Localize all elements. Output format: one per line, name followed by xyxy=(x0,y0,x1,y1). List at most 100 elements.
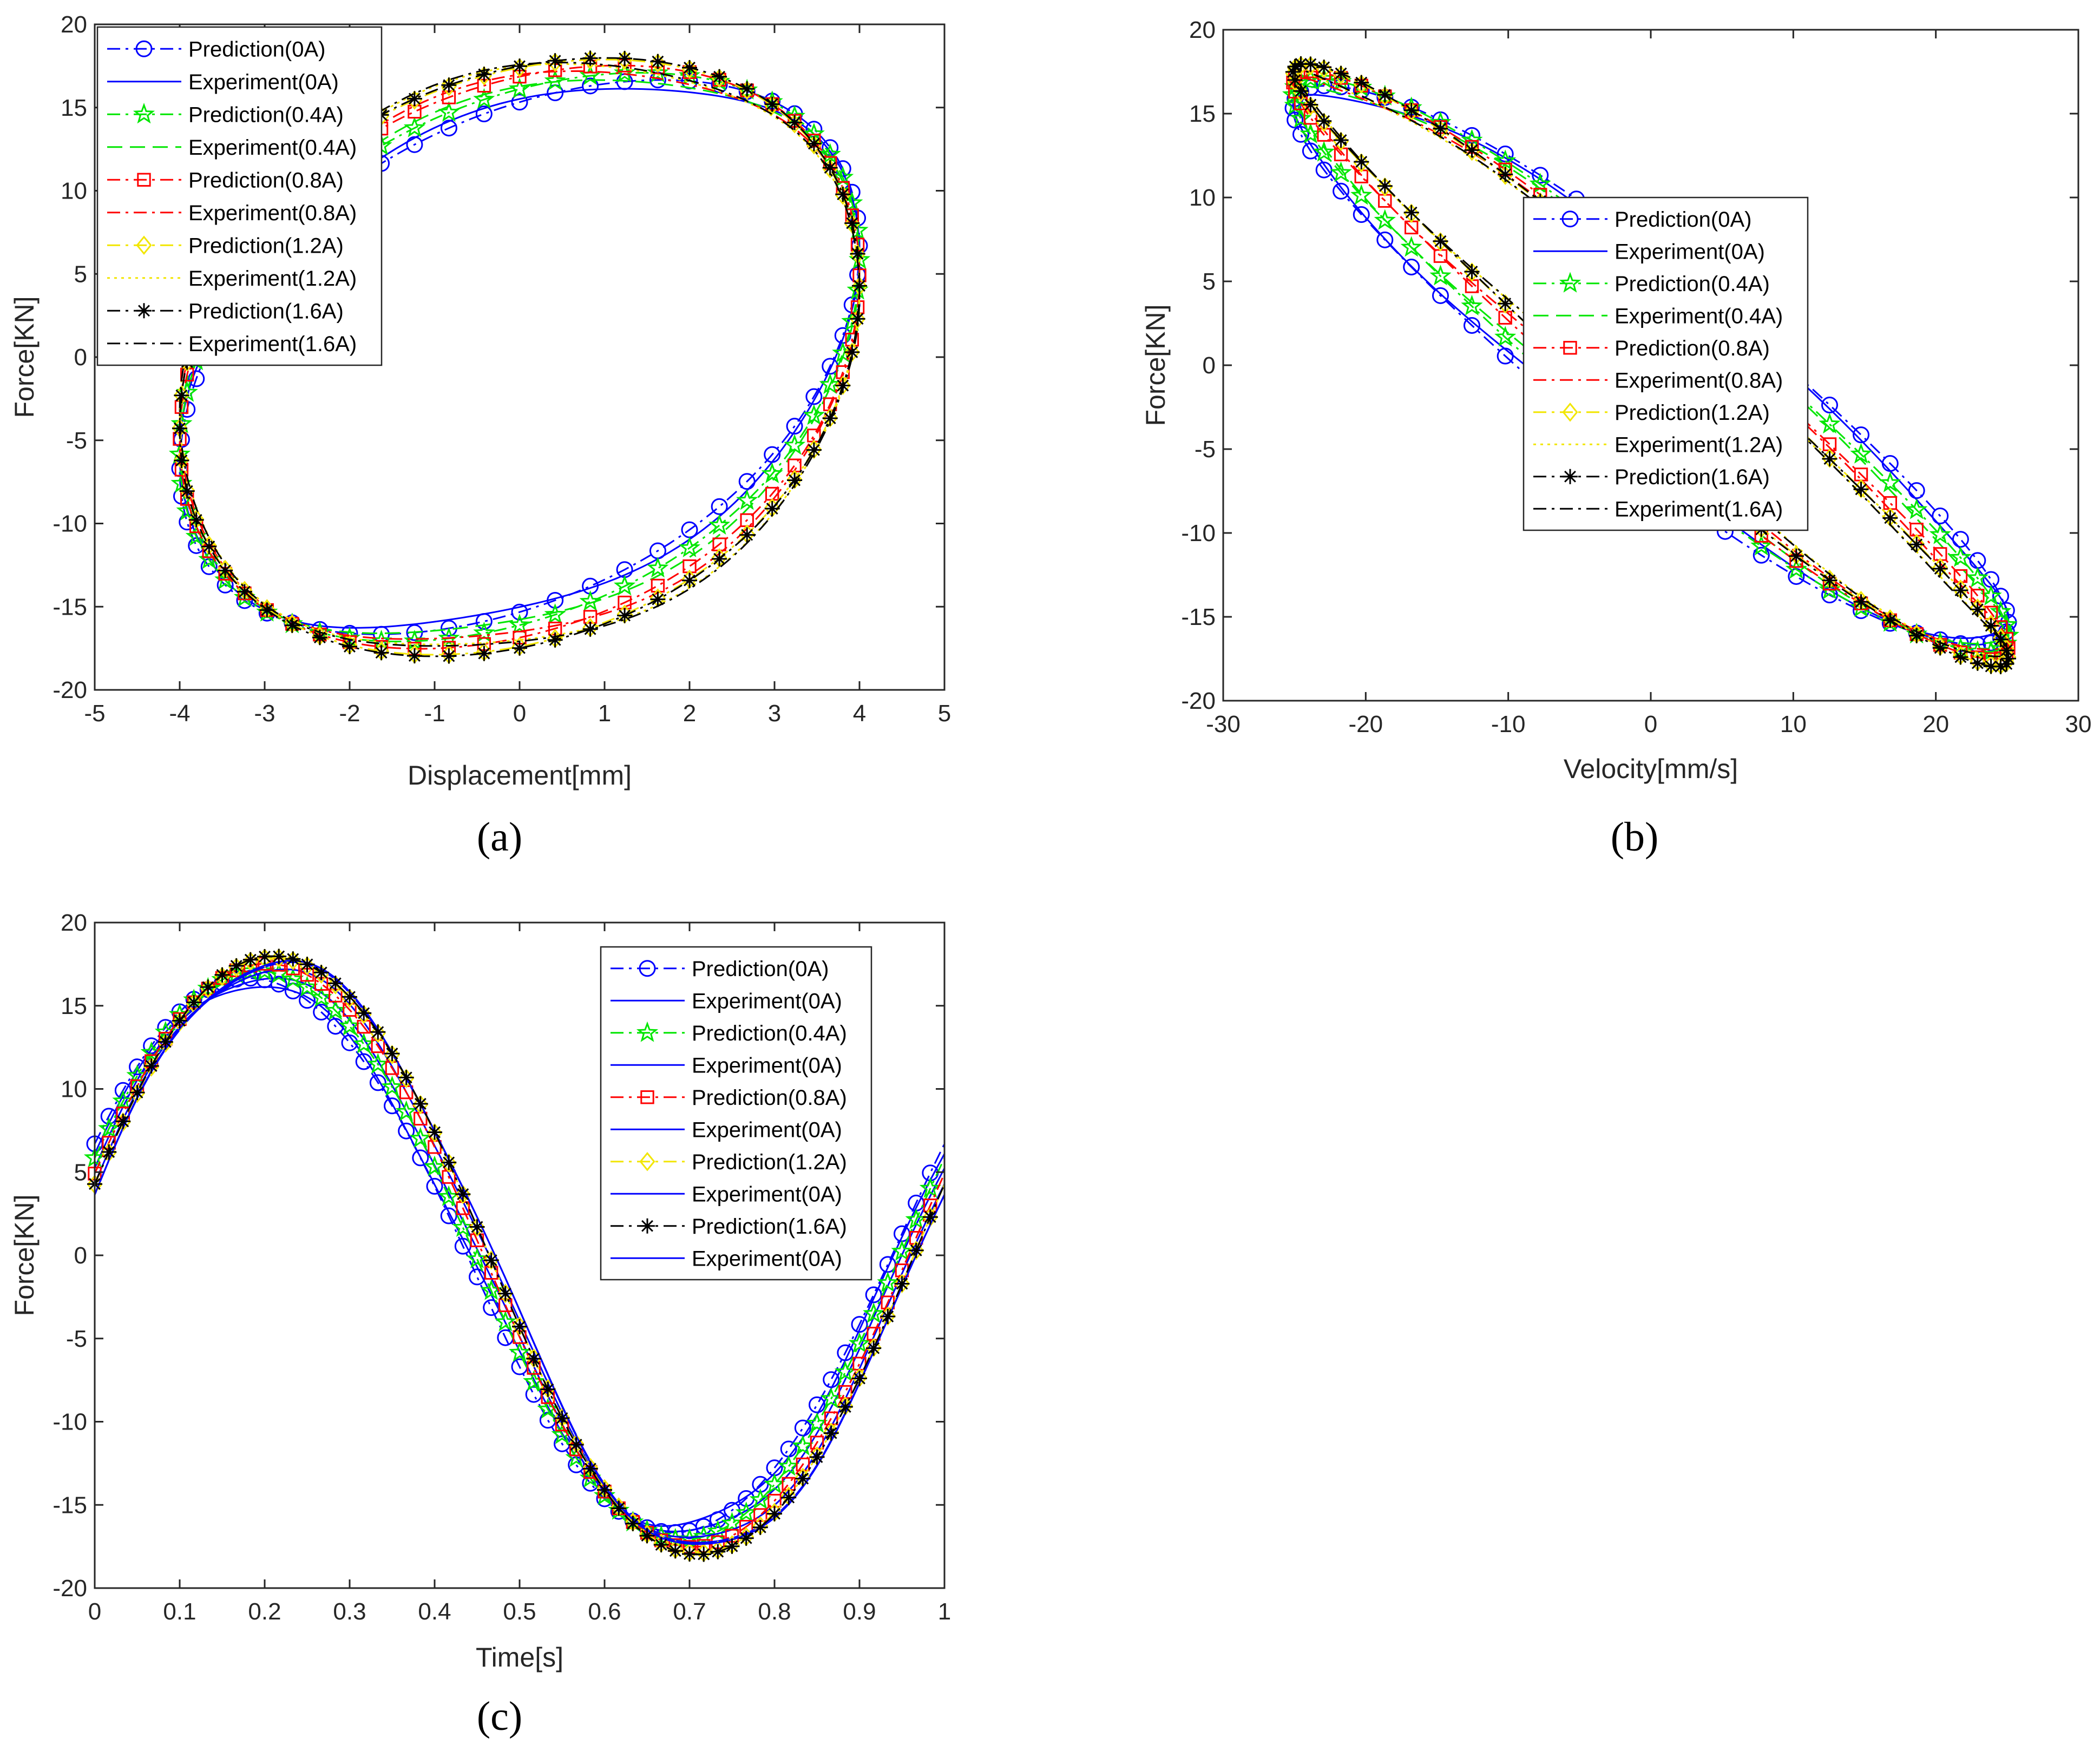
chart-b-point-2-19 xyxy=(1317,128,1331,142)
chart-a-legend-label-6: Prediction(1.2A) xyxy=(188,234,344,258)
chart-a-xtick-label: 3 xyxy=(768,700,781,727)
chart-b-ytick-label: -15 xyxy=(1181,604,1216,630)
chart-b-point-3-10 xyxy=(1333,65,1349,85)
chart-c-point-0-15 xyxy=(299,992,316,1009)
chart-c-point-4-59 xyxy=(922,1209,938,1225)
chart-a-legend-label-4: Prediction(0.8A) xyxy=(188,168,344,192)
chart-b-point-1-47 xyxy=(1990,600,2012,621)
chart-c-point-3-13 xyxy=(271,948,287,968)
chart-c-point-1-1 xyxy=(98,1117,120,1138)
chart-a-point-0-45 xyxy=(511,603,528,621)
chart-a-point-3-31 xyxy=(173,450,189,470)
chart-b-point-3-19 xyxy=(1316,113,1332,132)
chart-c-point-2-20 xyxy=(371,1039,385,1053)
chart-a-xtick-label: -5 xyxy=(84,700,105,727)
chart-a-point-0-27 xyxy=(188,370,205,387)
chart-a-point-3-55 xyxy=(806,439,822,459)
chart-a-point-4-10 xyxy=(682,60,697,75)
chart-b-point-3-6 xyxy=(1432,120,1449,140)
chart-c-point-4-9 xyxy=(214,967,230,983)
chart-c-point-4-30 xyxy=(512,1319,527,1334)
chart-b-point-4-4 xyxy=(1498,167,1513,182)
chart-c-point-1-55 xyxy=(863,1302,885,1323)
chart-a-point-3-16 xyxy=(476,66,492,85)
chart-a-point-4-36 xyxy=(237,584,252,600)
chart-c-xtick-label: 0.6 xyxy=(588,1598,621,1625)
chart-b-point-1-49 xyxy=(1966,567,1989,588)
chart-a-legend-marker-6 xyxy=(136,235,152,255)
chart-c-legend-marker-4 xyxy=(640,1090,654,1104)
chart-a-point-4-15 xyxy=(512,58,527,74)
chart-a-legend-label-7: Experiment(1.2A) xyxy=(188,267,357,291)
chart-a-point-1-54 xyxy=(783,434,806,455)
chart-a-point-4-33 xyxy=(188,512,204,528)
chart-c-legend-marker-2 xyxy=(636,1021,659,1042)
chart-c-legend-label-0: Prediction(0A) xyxy=(692,957,829,981)
chart-b-point-4-45 xyxy=(2001,651,2016,667)
chart-b-point-4-11 xyxy=(1316,60,1332,75)
chart-a-point-4-38 xyxy=(284,617,300,633)
chart-a-point-4-2 xyxy=(844,215,860,231)
chart-a-point-4-54 xyxy=(787,472,803,488)
chart-a-point-4-46 xyxy=(547,632,563,648)
chart-c-point-4-5 xyxy=(158,1034,173,1050)
chart-c-point-4-17 xyxy=(327,976,343,991)
chart-a-point-3-3 xyxy=(835,185,851,205)
chart-c-legend-marker-6 xyxy=(639,1151,655,1171)
chart-c-ytick-label: 5 xyxy=(74,1159,87,1186)
chart-c-point-4-22 xyxy=(398,1070,414,1085)
chart-c-point-3-6 xyxy=(172,1012,188,1032)
chart-a-point-4-51 xyxy=(712,551,727,567)
chart-b-ytick-label: 15 xyxy=(1189,101,1216,127)
chart-b-point-0-23 xyxy=(1403,258,1420,275)
chart-a-point-4-42 xyxy=(406,648,422,663)
chart-c-point-3-15 xyxy=(299,956,316,976)
chart-c-point-3-14 xyxy=(285,951,301,971)
chart-c-xtick-label: 1 xyxy=(938,1598,951,1625)
chart-c-xtick-label: 0 xyxy=(88,1598,101,1625)
chart-c-point-1-57 xyxy=(891,1240,913,1261)
chart-b-point-4-26 xyxy=(1498,296,1513,312)
chart-a-ytick-label: -10 xyxy=(52,511,87,537)
chart-c-point-1-25 xyxy=(438,1185,460,1206)
chart-b-point-3-25 xyxy=(1464,262,1480,282)
chart-c-point-4-1 xyxy=(101,1144,117,1160)
chart-c-point-4-6 xyxy=(172,1013,187,1029)
chart-b-point-4-40 xyxy=(1953,649,1968,665)
chart-b-legend-marker-2 xyxy=(1559,272,1581,293)
chart-a-xtick-label: -4 xyxy=(169,700,190,727)
chart-c-ytick-label: -10 xyxy=(52,1409,87,1435)
chart-c-xtick-label: 0.5 xyxy=(503,1598,536,1625)
chart-c-point-3-9 xyxy=(214,966,231,986)
chart-c-point-0-54 xyxy=(851,1316,868,1333)
chart-b-legend-label-5: Experiment(0.8A) xyxy=(1615,368,1783,392)
chart-b-legend: Prediction(0A) Experiment(0A) Prediction(0… xyxy=(1522,196,1809,531)
chart-b-point-4-20 xyxy=(1333,133,1349,148)
chart-b-ylabel: Force[KN] xyxy=(1140,304,1171,426)
chart-b-point-3-8 xyxy=(1377,87,1393,106)
chart-a-ylabel: Force[KN] xyxy=(9,296,40,418)
chart-c-point-0-13 xyxy=(270,976,287,993)
chart-b-ytick-label: 20 xyxy=(1189,17,1216,43)
chart-a-point-2-50 xyxy=(682,559,697,574)
chart-b-legend-label-4: Prediction(0.8A) xyxy=(1615,337,1770,360)
chart-c-point-3-57 xyxy=(894,1274,910,1293)
chart-b-point-4-16 xyxy=(1287,73,1303,88)
chart-c-ytick-label: 15 xyxy=(61,993,87,1019)
chart-c-point-1-45 xyxy=(721,1512,743,1533)
chart-b-xlabel: Velocity[mm/s] xyxy=(1564,754,1738,784)
chart-b-point-1-18 xyxy=(1300,122,1322,144)
chart-a-point-0-16 xyxy=(475,106,493,123)
chart-a-point-4-9 xyxy=(712,69,727,84)
chart-c-point-1-19 xyxy=(353,1032,375,1053)
chart-b-point-4-22 xyxy=(1377,178,1393,194)
chart-b-point-4-34 xyxy=(1788,548,1804,564)
chart-c-xtick-label: 0.3 xyxy=(333,1598,366,1625)
chart-a-xtick-label: -3 xyxy=(254,700,275,727)
chart-b-point-3-13 xyxy=(1292,56,1309,75)
chart-c-point-1-27 xyxy=(466,1247,488,1269)
chart-c-series xyxy=(83,948,946,1563)
chart-c-point-0-43 xyxy=(695,1518,712,1535)
chart-a-point-1-55 xyxy=(803,404,825,425)
chart-a-point-3-58 xyxy=(844,343,860,362)
